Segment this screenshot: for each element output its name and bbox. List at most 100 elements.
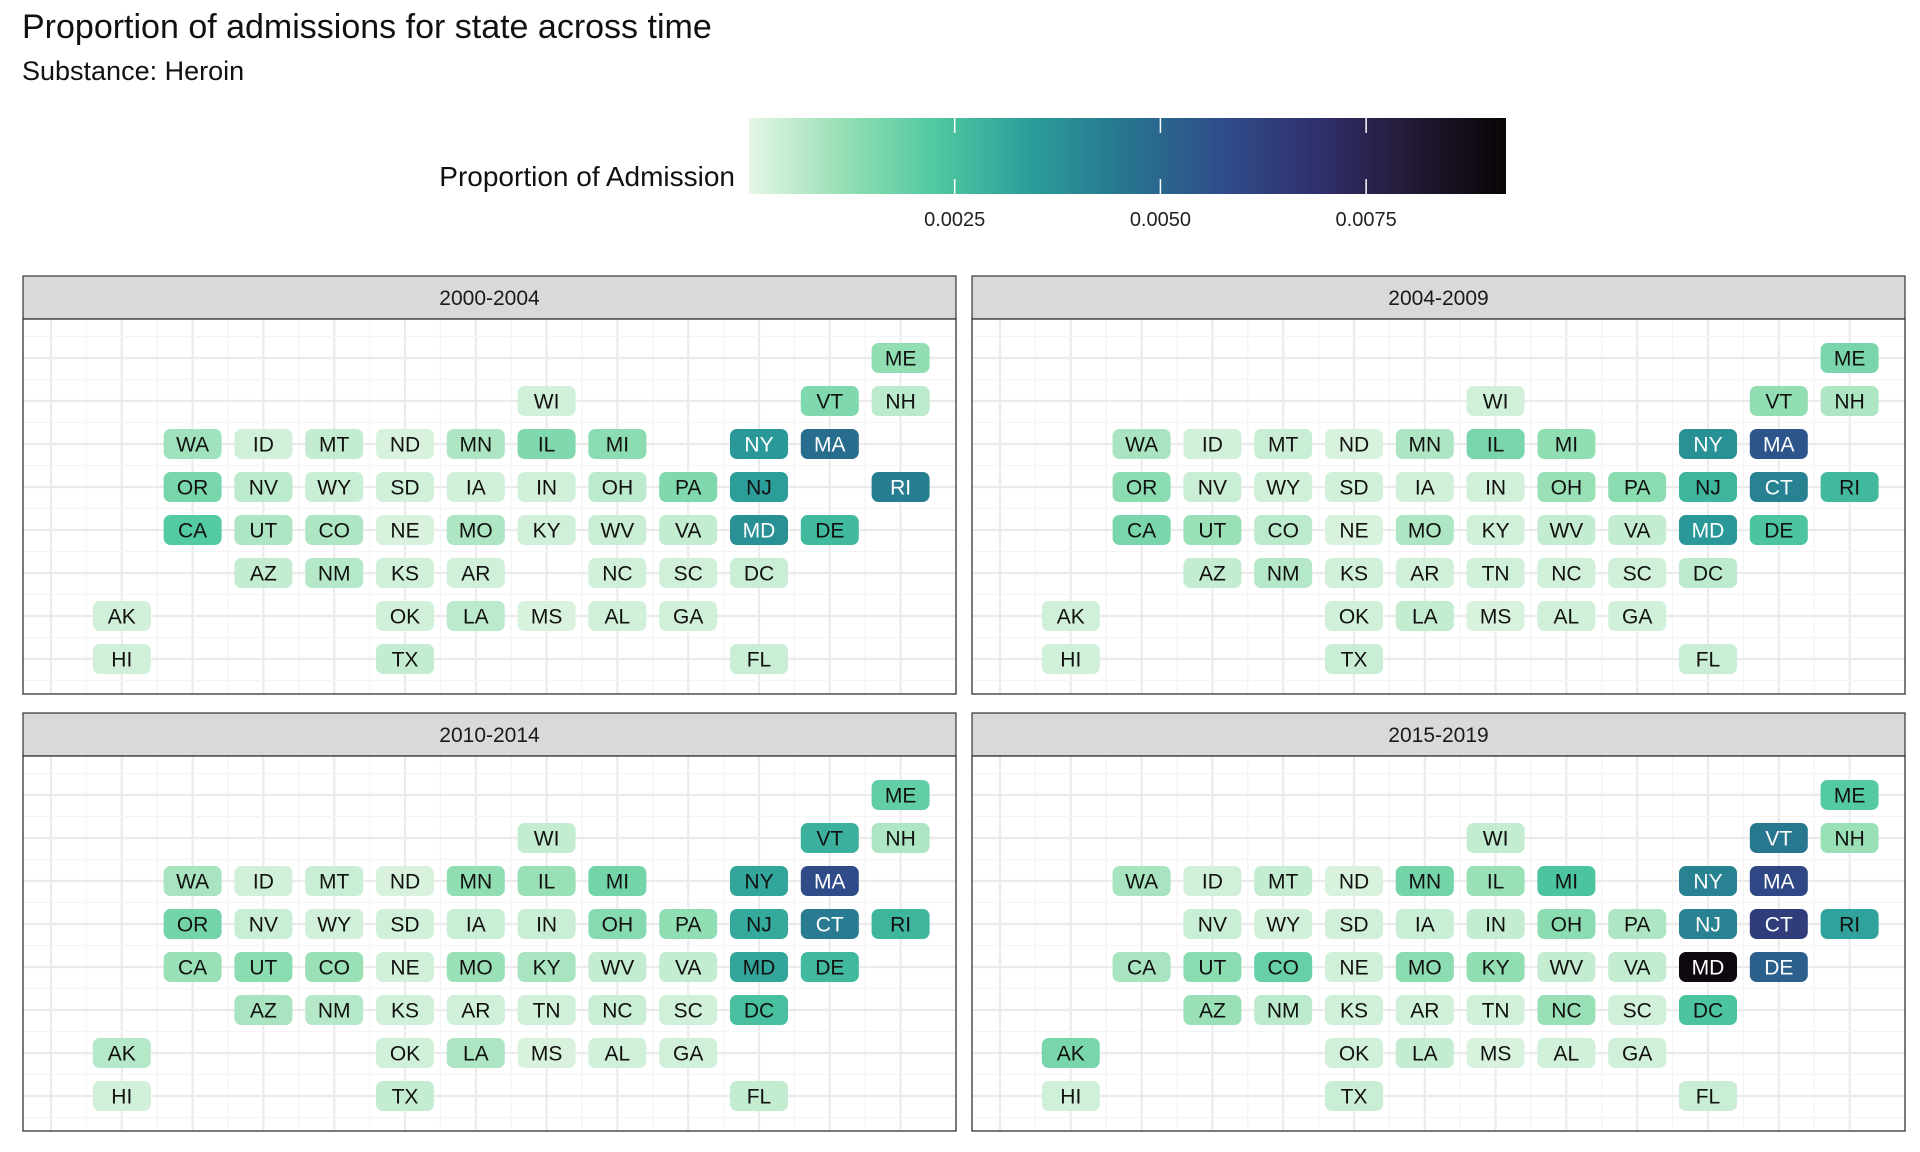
state-tile-fill	[1749, 823, 1808, 853]
state-tile-ne: NE	[376, 515, 434, 545]
state-tile-fill	[588, 429, 647, 459]
state-tile-fill	[1608, 558, 1667, 588]
state-tile-ct: CT	[1749, 909, 1808, 939]
state-tile-tn: TN	[1466, 558, 1525, 588]
state-label: NV	[1198, 914, 1227, 937]
state-label: OK	[1339, 1043, 1369, 1066]
state-tile-fill	[305, 995, 364, 1025]
state-label: WA	[1125, 871, 1158, 894]
state-tile-fill	[1537, 515, 1596, 545]
state-tile-ga: GA	[659, 601, 718, 631]
state-tile-fill	[376, 952, 434, 982]
state-label: IA	[1415, 477, 1435, 500]
state-tile-fill	[376, 909, 434, 939]
state-tile-fill	[659, 995, 718, 1025]
state-label: MA	[814, 871, 846, 894]
state-tile-va: VA	[659, 952, 718, 982]
state-tile-fill	[1466, 952, 1525, 982]
state-tile-fill	[1679, 866, 1737, 896]
state-tile-fill	[1254, 866, 1313, 896]
state-label: UT	[1198, 957, 1226, 980]
state-label: DC	[1693, 1000, 1723, 1023]
state-label: CO	[1267, 520, 1299, 543]
state-label: OK	[390, 1043, 420, 1066]
state-tile-fill	[163, 866, 222, 896]
state-label: MO	[459, 957, 493, 980]
state-tile-ny: NY	[730, 429, 788, 459]
state-tile-ky: KY	[1466, 515, 1525, 545]
state-tile-fill	[1325, 429, 1383, 459]
state-label: LA	[1412, 1043, 1438, 1066]
state-tile-fill	[1820, 386, 1879, 416]
state-tile-nd: ND	[376, 866, 434, 896]
state-tile-me: ME	[1820, 343, 1879, 373]
state-label: NH	[1834, 391, 1864, 414]
state-tile-ky: KY	[517, 952, 576, 982]
state-label: AZ	[1199, 1000, 1226, 1023]
state-tile-fl: FL	[730, 644, 788, 674]
state-label: NM	[318, 563, 351, 586]
state-tile-fill	[234, 429, 293, 459]
state-tile-vt: VT	[1749, 386, 1808, 416]
state-label: NV	[249, 477, 278, 500]
state-tile-ny: NY	[1679, 429, 1737, 459]
state-label: DE	[815, 520, 844, 543]
state-tile-fill	[1183, 429, 1242, 459]
state-label: TX	[1341, 1086, 1368, 1109]
state-tile-fill	[1254, 909, 1313, 939]
state-tile-ky: KY	[517, 515, 576, 545]
state-label: OH	[1551, 914, 1583, 937]
facet-panels: 2000-2004 ME WI VT NH WA ID MT ND MN IL MI NY MA OR NV W…	[22, 275, 1906, 1132]
state-tile-az: AZ	[1183, 995, 1242, 1025]
state-tile-sd: SD	[376, 909, 434, 939]
state-label: MN	[1408, 434, 1441, 457]
state-tile-fill	[800, 515, 859, 545]
state-label: ND	[390, 434, 420, 457]
state-tile-fill	[1679, 558, 1737, 588]
state-tile-mn: MN	[1395, 866, 1454, 896]
state-tile-ca: CA	[1112, 952, 1171, 982]
state-tile-fill	[588, 601, 647, 631]
state-tile-fill	[659, 601, 718, 631]
state-tile-fill	[1537, 429, 1596, 459]
state-label: FL	[747, 649, 772, 672]
chart-subtitle: Substance: Heroin	[22, 56, 245, 86]
state-tile-fill	[446, 429, 505, 459]
state-tile-ct: CT	[800, 909, 859, 939]
state-label: AZ	[1199, 563, 1226, 586]
state-tile-ia: IA	[446, 472, 505, 502]
state-label: KY	[1482, 520, 1510, 543]
state-tile-al: AL	[1537, 601, 1596, 631]
state-label: VA	[1624, 957, 1650, 980]
state-tile-me: ME	[871, 780, 930, 810]
state-tile-fill	[1608, 909, 1667, 939]
state-label: OR	[1126, 477, 1158, 500]
state-tile-mo: MO	[446, 952, 505, 982]
state-label: VA	[675, 957, 701, 980]
state-tile-fill	[1608, 472, 1667, 502]
state-tile-nd: ND	[1325, 429, 1383, 459]
state-label: VT	[816, 391, 843, 414]
state-tile-fill	[730, 995, 788, 1025]
state-label: DC	[1693, 563, 1723, 586]
state-tile-nc: NC	[588, 995, 647, 1025]
state-tile-mi: MI	[1537, 866, 1596, 896]
state-label: WY	[317, 477, 351, 500]
state-label: LA	[463, 1043, 489, 1066]
state-tile-fill	[376, 1038, 434, 1068]
state-label: VA	[1624, 520, 1650, 543]
state-tile-ar: AR	[1395, 558, 1454, 588]
state-label: KY	[533, 520, 561, 543]
state-tile-fill	[730, 909, 788, 939]
state-tile-fill	[1466, 472, 1525, 502]
state-tile-fill	[1325, 866, 1383, 896]
state-label: FL	[1696, 649, 1721, 672]
state-tile-fill	[92, 1038, 151, 1068]
state-tile-fill	[871, 823, 930, 853]
state-tile-fill	[517, 472, 576, 502]
state-tile-fill	[1325, 909, 1383, 939]
state-tile-ms: MS	[1466, 601, 1525, 631]
state-label: DC	[744, 1000, 774, 1023]
state-label: DE	[815, 957, 844, 980]
state-label: GA	[673, 606, 703, 629]
